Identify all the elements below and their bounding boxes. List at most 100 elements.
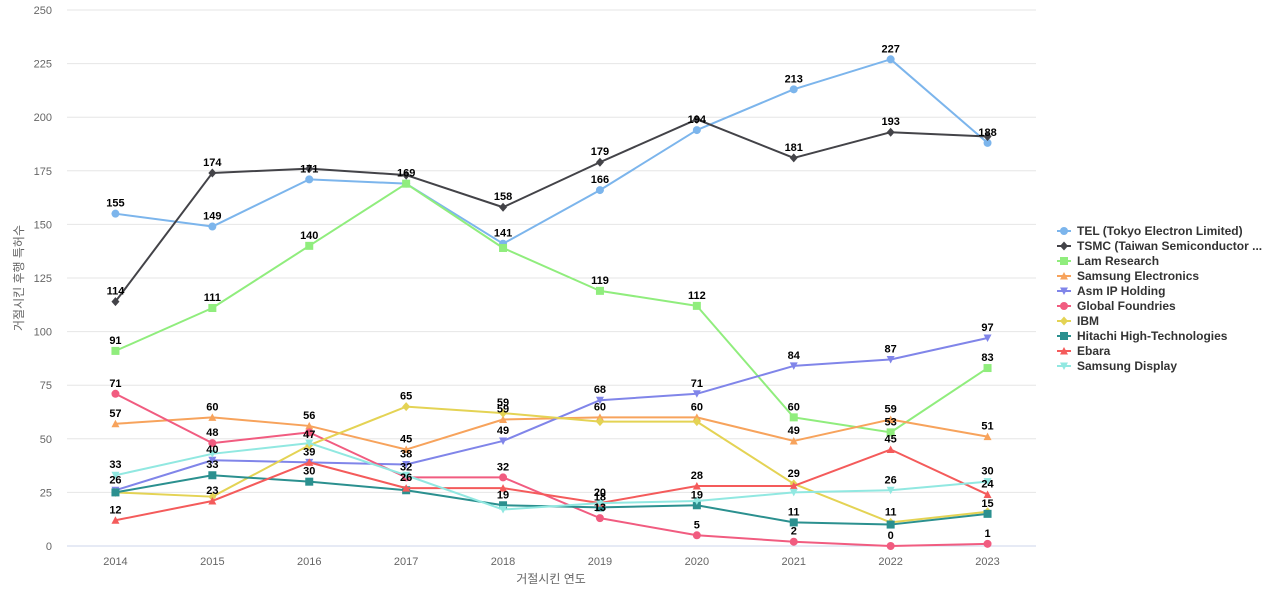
data-label: 158 [494,191,512,203]
data-point [595,157,604,167]
data-label: 119 [591,275,609,287]
data-point [499,408,508,418]
legend-symbol [1060,287,1068,295]
legend-label: Hitachi High-Technologies [1077,329,1228,343]
data-label: 140 [300,230,318,242]
data-point [595,413,604,421]
data-label: 59 [497,397,509,409]
legend-item: Samsung Electronics [1057,269,1199,283]
data-label: 56 [303,410,315,422]
data-label: 194 [688,114,707,126]
data-label: 0 [888,530,894,542]
y-tick-label: 0 [46,541,52,553]
data-label: 45 [885,434,897,446]
data-label: 33 [206,459,218,471]
series-line [115,416,988,451]
data-point [789,537,798,546]
data-label: 1 [984,528,990,540]
data-label: 91 [109,335,121,347]
legend-label: TEL (Tokyo Electron Limited) [1077,224,1243,238]
data-label: 60 [788,401,800,413]
data-point [305,164,314,174]
data-point [499,202,508,212]
x-tick-label: 2021 [782,556,806,568]
series-line [114,392,988,547]
data-point [886,428,895,437]
series-group [111,445,992,524]
data-point [305,477,314,486]
data-point [208,439,217,448]
legend-symbol [1060,241,1068,251]
y-tick-label: 250 [34,5,52,17]
data-label: 171 [300,163,318,175]
x-tick-label: 2017 [394,556,418,568]
data-point [789,481,798,490]
data-label: 15 [981,498,993,510]
data-label: 20 [594,487,606,499]
legend: TEL (Tokyo Electron Limited)TSMC (Taiwan… [1057,224,1262,373]
data-point [111,297,120,307]
data-label: 23 [206,485,218,497]
series-group [111,114,992,307]
data-label: 181 [785,142,803,154]
legend-symbol [1060,272,1068,280]
legend-label: Samsung Display [1077,359,1177,373]
data-point [499,506,508,514]
data-point [499,501,508,510]
data-label: 2 [791,526,797,538]
data-point [886,520,895,529]
data-point [692,497,701,505]
legend-label: Global Foundries [1077,299,1176,313]
data-point [208,168,217,178]
data-point [305,439,314,448]
data-label: 59 [885,404,897,416]
data-point [983,364,992,373]
data-label: 111 [204,292,221,304]
y-tick-label: 75 [40,380,52,392]
data-point [886,55,895,64]
data-point [499,484,508,492]
data-label: 53 [885,416,897,428]
data-label: 30 [981,466,993,478]
data-point [886,445,895,454]
legend-label: IBM [1077,314,1099,328]
legend-item: Asm IP Holding [1057,284,1165,298]
data-point [305,421,314,430]
legend-item: Lam Research [1057,254,1159,268]
data-point [305,175,314,184]
data-label: 29 [788,468,800,480]
data-point [208,496,217,505]
data-point [692,417,701,427]
data-label: 26 [400,472,412,484]
data-point [595,514,604,523]
data-point [208,222,217,231]
data-label: 13 [594,502,606,514]
data-point [789,85,798,94]
data-point [692,501,701,510]
data-label: 48 [206,427,218,439]
data-point [983,334,992,343]
data-point [692,531,701,540]
y-tick-label: 225 [34,59,52,71]
legend-item: Hitachi High-Technologies [1057,329,1228,343]
data-label: 5 [694,519,700,531]
data-label: 26 [885,474,897,486]
data-label: 149 [203,211,221,223]
data-point [692,114,701,124]
data-point [692,481,701,490]
data-point [402,461,411,469]
series-group [111,55,992,248]
series-line [115,182,989,434]
data-point [305,458,314,466]
data-point [402,170,411,180]
data-label: 60 [594,401,606,413]
data-label: 49 [788,425,800,437]
y-axis-title: 거절시킨 후행 특허수 [11,225,26,331]
data-label: 59 [497,404,509,416]
data-label: 40 [206,444,218,456]
data-point [305,241,314,250]
series-line [115,442,988,511]
